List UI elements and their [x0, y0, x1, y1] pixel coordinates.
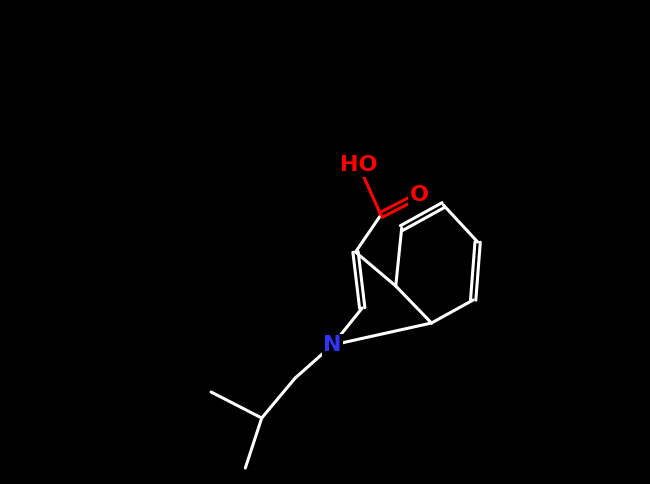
Text: HO: HO [340, 155, 377, 175]
Text: N: N [323, 335, 342, 355]
Text: O: O [410, 185, 429, 205]
